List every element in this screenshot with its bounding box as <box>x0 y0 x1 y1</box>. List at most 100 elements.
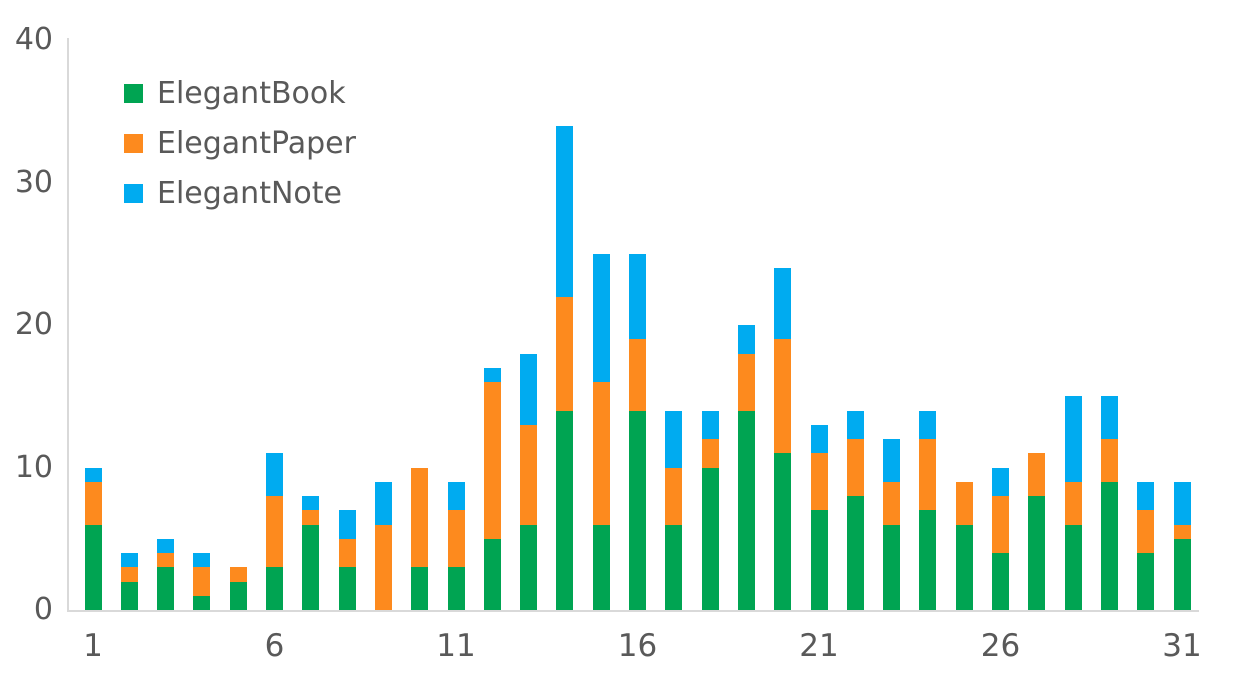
elegantnote-segment <box>810 424 828 454</box>
elegantbook-segment <box>1137 553 1155 610</box>
bar-day-25 <box>955 481 973 610</box>
elegantpaper-segment <box>737 353 755 411</box>
elegantpaper-segment <box>1100 439 1118 482</box>
elegantbook-segment <box>992 553 1009 610</box>
elegantbook-segment <box>629 410 646 610</box>
elegantnote-segment <box>266 453 283 496</box>
elegantbook-segment <box>302 524 320 610</box>
elegantnote-segment <box>483 367 501 382</box>
y-tick-label: 20 <box>14 307 53 342</box>
elegantnote-segment <box>520 353 538 425</box>
x-tick-label: 11 <box>436 628 476 664</box>
elegantbook-segment <box>556 410 574 610</box>
elegantnote-segment <box>1137 481 1155 511</box>
elegantpaper-segment <box>411 467 429 568</box>
chart-legend: ElegantBook ElegantPaper ElegantNote <box>124 76 356 228</box>
elegantpaper-segment <box>919 439 937 511</box>
bar-day-17 <box>665 410 683 610</box>
elegantpaper-segment <box>338 538 356 568</box>
y-tick-label: 0 <box>33 592 53 627</box>
bar-day-22 <box>846 410 864 610</box>
elegantbook-segment <box>810 510 828 610</box>
bar-day-24 <box>919 410 937 610</box>
elegantnote-segment <box>120 553 138 568</box>
elegantbook-segment <box>955 524 973 610</box>
elegantnote-segment <box>1173 481 1191 525</box>
bar-day-10 <box>411 467 429 610</box>
bar-day-3 <box>157 538 175 610</box>
elegantnote-segment <box>883 439 901 482</box>
elegantnote-segment <box>919 410 937 439</box>
elegantbook-segment <box>1028 496 1046 610</box>
bar-day-16 <box>629 253 646 610</box>
elegantbook-segment <box>338 567 356 610</box>
bar-day-12 <box>483 367 501 610</box>
bar-day-11 <box>447 481 465 610</box>
legend-item-elegantbook: ElegantBook <box>124 76 356 111</box>
elegantnote-segment <box>556 125 574 297</box>
elegantpaper-segment <box>193 567 211 596</box>
elegantnote-segment <box>774 268 792 340</box>
x-tick-label: 26 <box>980 628 1021 664</box>
elegantnote-segment <box>592 253 610 382</box>
elegantnote-segment <box>846 410 864 439</box>
bar-day-31 <box>1173 481 1191 610</box>
bar-day-20 <box>774 268 792 610</box>
legend-item-elegantnote: ElegantNote <box>124 176 356 211</box>
legend-swatch-icon <box>124 133 143 153</box>
elegantbook-segment <box>919 510 937 610</box>
bar-day-8 <box>338 510 356 610</box>
elegantpaper-segment <box>120 567 138 582</box>
elegantpaper-segment <box>1064 481 1082 525</box>
elegantnote-segment <box>338 510 356 539</box>
bar-day-4 <box>193 553 211 610</box>
elegantbook-segment <box>1100 481 1118 610</box>
elegantbook-segment <box>193 595 211 610</box>
y-tick-label: 10 <box>14 449 53 485</box>
elegantpaper-segment <box>665 467 683 525</box>
x-tick-label: 21 <box>799 628 839 664</box>
elegantbook-segment <box>483 538 501 610</box>
elegantbook-segment <box>701 467 719 610</box>
elegantpaper-segment <box>157 553 175 568</box>
elegantbook-segment <box>665 524 683 610</box>
bar-day-29 <box>1100 396 1118 610</box>
x-axis-line <box>67 610 1199 612</box>
elegantnote-segment <box>374 481 392 525</box>
elegantnote-segment <box>992 467 1009 496</box>
x-tick-label: 16 <box>617 628 658 664</box>
bar-day-19 <box>737 325 755 610</box>
y-axis-line <box>67 38 69 612</box>
legend-label: ElegantPaper <box>157 125 356 161</box>
elegantpaper-segment <box>629 339 646 411</box>
bar-day-27 <box>1028 453 1046 610</box>
bar-day-23 <box>883 439 901 610</box>
bar-day-1 <box>84 467 102 610</box>
elegantpaper-segment <box>374 524 392 610</box>
elegantpaper-segment <box>592 382 610 525</box>
elegantbook-segment <box>737 410 755 610</box>
elegantbook-segment <box>411 567 429 610</box>
elegantpaper-segment <box>992 496 1009 553</box>
elegantbook-segment <box>120 581 138 610</box>
elegantpaper-segment <box>1028 453 1046 496</box>
elegantbook-segment <box>846 496 864 610</box>
elegantpaper-segment <box>701 439 719 468</box>
elegantpaper-segment <box>810 453 828 511</box>
elegantnote-segment <box>737 325 755 354</box>
bar-day-9 <box>374 481 392 610</box>
elegantnote-segment <box>701 410 719 439</box>
elegantbook-segment <box>266 567 283 610</box>
elegantpaper-segment <box>302 510 320 525</box>
legend-item-elegantpaper: ElegantPaper <box>124 125 356 161</box>
x-tick-label: 31 <box>1162 628 1202 664</box>
elegantnote-segment <box>447 481 465 511</box>
elegantbook-segment <box>520 524 538 610</box>
x-tick-label: 6 <box>264 628 285 664</box>
elegantpaper-segment <box>483 382 501 539</box>
elegantpaper-segment <box>266 496 283 568</box>
elegantnote-segment <box>629 253 646 340</box>
elegantnote-segment <box>157 538 175 553</box>
bar-day-7 <box>302 496 320 610</box>
elegantpaper-segment <box>883 481 901 525</box>
